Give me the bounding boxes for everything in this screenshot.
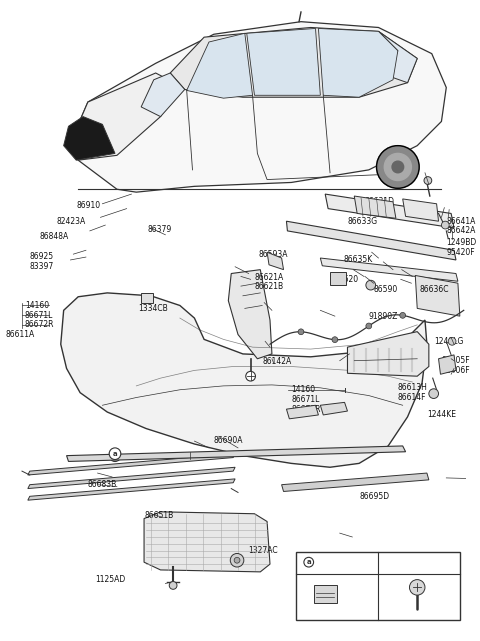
Text: 86620: 86620 [335,275,359,284]
Circle shape [230,553,244,567]
FancyBboxPatch shape [141,293,153,303]
Polygon shape [170,28,417,97]
Polygon shape [318,28,398,97]
Text: 86379: 86379 [148,226,172,235]
Polygon shape [282,473,429,492]
Circle shape [366,280,375,290]
Circle shape [109,448,121,460]
Polygon shape [320,258,458,281]
Polygon shape [28,454,235,475]
Polygon shape [28,467,235,488]
Circle shape [234,557,240,563]
Text: 86635K: 86635K [344,256,373,265]
Text: 86848A: 86848A [39,232,69,241]
Polygon shape [403,199,439,221]
Text: 86641A: 86641A [446,217,476,226]
Circle shape [246,371,255,381]
Text: 86633G: 86633G [348,217,378,226]
Text: 86690A: 86690A [214,436,243,445]
Text: 86642A: 86642A [446,226,476,235]
Polygon shape [287,405,318,419]
Text: 1249BD: 1249BD [446,238,477,247]
Text: 86671L: 86671L [291,395,320,404]
Text: 91890Z: 91890Z [369,312,398,320]
Circle shape [400,312,406,319]
Polygon shape [320,403,348,415]
Text: 1334CB: 1334CB [138,304,168,313]
Polygon shape [61,293,427,467]
Text: 92406F: 92406F [442,366,470,375]
Polygon shape [67,446,406,462]
Text: a: a [306,559,311,565]
Polygon shape [28,479,235,500]
Text: 86621B: 86621B [254,281,284,290]
Text: 86614F: 86614F [398,393,426,402]
Polygon shape [144,512,270,572]
Circle shape [376,146,419,188]
Polygon shape [73,73,180,160]
Text: 86593A: 86593A [258,249,288,259]
Text: 86142A: 86142A [262,357,291,366]
Text: 1244KE: 1244KE [427,410,456,419]
Text: a: a [112,451,118,460]
Polygon shape [325,194,454,228]
Polygon shape [348,331,429,376]
Text: 86621A: 86621A [254,273,284,282]
Circle shape [424,177,432,185]
Text: 86683B: 86683B [88,480,117,489]
Text: 14160: 14160 [25,301,49,310]
Text: 86672R: 86672R [25,320,54,329]
Text: 1125AD: 1125AD [96,575,126,584]
Text: 14160: 14160 [291,385,315,394]
FancyBboxPatch shape [330,272,346,285]
Circle shape [298,329,304,335]
Text: 95420F: 95420F [446,247,475,256]
Text: 86672R: 86672R [291,404,321,413]
Polygon shape [228,270,272,359]
Polygon shape [64,117,115,160]
Circle shape [448,337,456,345]
Circle shape [169,581,177,589]
Text: 1249LG: 1249LG [435,337,464,346]
Polygon shape [267,252,284,270]
Polygon shape [439,355,456,374]
Text: 1334CA: 1334CA [322,560,352,569]
Text: 86636C: 86636C [419,285,449,294]
Text: 92405F: 92405F [442,356,470,365]
Text: 86695D: 86695D [359,492,389,501]
Polygon shape [354,196,396,219]
Polygon shape [415,276,460,316]
Circle shape [304,557,313,567]
Text: 83397: 83397 [30,262,54,271]
Text: 1327AC: 1327AC [249,546,278,555]
Polygon shape [378,31,417,83]
FancyBboxPatch shape [313,585,337,603]
Polygon shape [287,221,456,260]
Circle shape [384,153,411,181]
Polygon shape [247,28,320,96]
Text: 86651B: 86651B [144,511,173,520]
Circle shape [442,221,449,229]
Text: 86910: 86910 [76,201,100,210]
Circle shape [409,579,425,595]
Circle shape [392,161,404,173]
Polygon shape [187,33,252,98]
Text: a: a [306,558,312,567]
Text: 86590: 86590 [373,285,398,294]
Polygon shape [141,73,185,117]
Text: a: a [113,451,117,456]
Text: 86671L: 86671L [25,311,53,320]
Text: 86593F: 86593F [403,560,432,569]
Text: 86611A: 86611A [6,330,35,339]
Circle shape [332,337,338,342]
Text: 86613H: 86613H [398,383,428,392]
Text: 1125KP: 1125KP [388,172,417,181]
Polygon shape [73,22,446,192]
Circle shape [366,323,372,329]
Text: 86925: 86925 [30,251,54,261]
Circle shape [429,389,439,399]
Bar [296,553,460,620]
Text: 82423A: 82423A [57,217,86,226]
Text: 86631D: 86631D [365,197,395,206]
